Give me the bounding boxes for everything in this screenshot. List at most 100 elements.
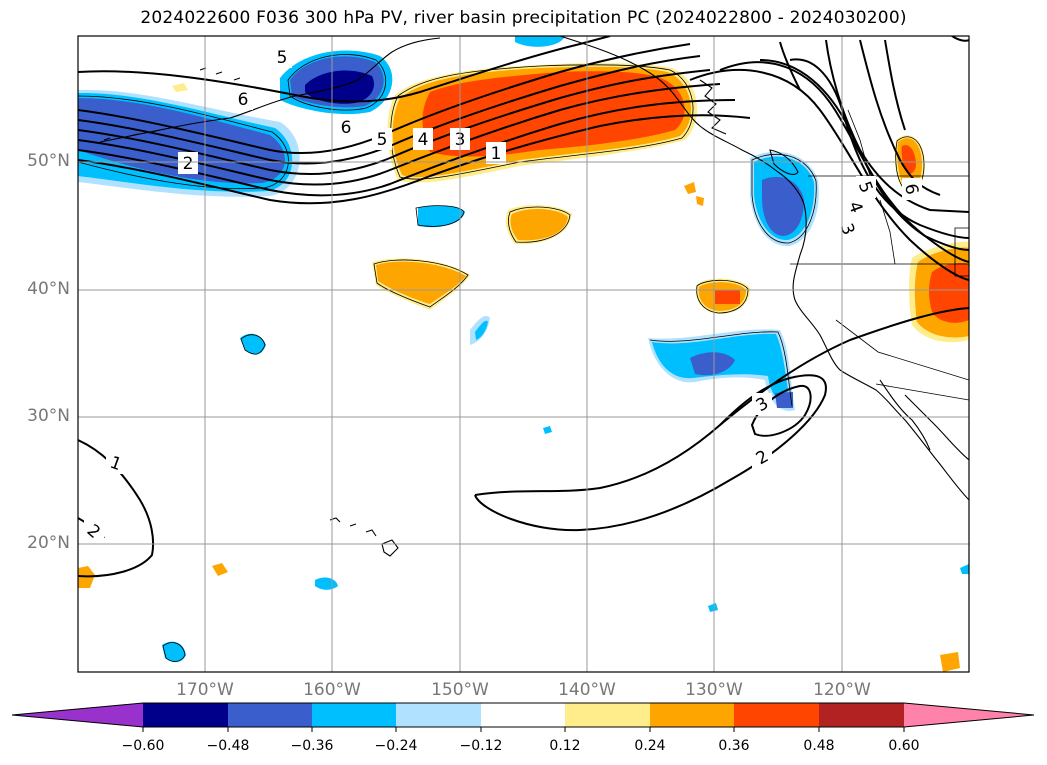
anomaly-orange (696, 196, 704, 206)
lon-label-130w: 130°W (685, 680, 743, 700)
lat-label-30n: 30°N (27, 406, 70, 426)
pv-contour (884, 39, 906, 131)
map-frame (77, 35, 970, 673)
colorbar-segment (143, 703, 228, 727)
contour-label: 5 (377, 130, 388, 150)
colorbar-segment (396, 703, 481, 727)
us-state-line-2 (835, 319, 969, 381)
us-state-line-4 (879, 199, 896, 265)
anomaly-orange (940, 652, 960, 672)
lat-label-50n: 50°N (27, 151, 70, 171)
colorbar-tick-label: 0.36 (718, 738, 750, 754)
anomaly-blue (418, 205, 465, 228)
lon-label-160w: 160°W (303, 680, 361, 700)
colorbar-tick-label: −0.60 (121, 738, 165, 754)
colorbar-tick-label: −0.48 (206, 738, 250, 754)
anomaly-light-yellow (172, 83, 188, 92)
anomaly-blue (162, 641, 186, 663)
anomaly-blue (475, 320, 488, 340)
us-mexico-border (875, 383, 969, 401)
lat-label-40n: 40°N (27, 279, 70, 299)
anomaly-blue (515, 36, 565, 47)
label-background (272, 46, 292, 68)
lon-label-170w: 170°W (176, 680, 234, 700)
label-background (413, 128, 433, 150)
graticule (78, 36, 969, 672)
colorbar-tick-label: 0.24 (634, 738, 666, 754)
pv-contour (78, 99, 736, 197)
label-background (752, 446, 772, 468)
mexico-coast (904, 394, 969, 461)
north-american-west-coast (777, 171, 969, 501)
colorbar-segment (312, 703, 397, 727)
label-background (838, 218, 858, 240)
lon-label-150w: 150°W (431, 680, 489, 700)
anomaly-orange (510, 208, 568, 241)
anomaly-orange (376, 261, 466, 304)
colorbar-segment (819, 703, 904, 727)
hawaiian-islands (329, 517, 399, 557)
pv-contour (779, 41, 801, 91)
contour-label: 6 (238, 90, 249, 110)
pv-contour-labels: 5 6 6 2 5 4 3 1 5 4 3 6 1 3 2 2 (83, 46, 922, 543)
anomaly-medium-blue (762, 176, 804, 236)
anomaly-dark-navy (305, 70, 375, 104)
colorbar-tick-label: 0.48 (803, 738, 835, 754)
aleutian-islands (103, 67, 241, 141)
colorbar-segment (481, 703, 566, 727)
anomaly-red-orange (715, 290, 740, 304)
label-background (486, 142, 506, 164)
colorbar-tick-label: −0.12 (459, 738, 503, 754)
colorbar-tick-label: 0.12 (549, 738, 581, 754)
label-background (106, 452, 126, 474)
anomaly-blue (960, 564, 969, 574)
pv-contour (825, 39, 969, 213)
us-state-line-5 (954, 227, 969, 277)
anomaly-blue (543, 426, 552, 434)
anomaly-red-orange (901, 145, 916, 174)
map-content: 5 6 6 2 5 4 3 1 5 4 3 6 1 3 2 2 (78, 36, 969, 672)
vancouver-island (769, 149, 799, 175)
anomaly-orange (212, 563, 228, 576)
colorbar-max-extension (904, 703, 1034, 727)
anomaly-orange (684, 182, 696, 194)
contour-label: 6 (341, 118, 352, 138)
anomaly-medium-blue (690, 352, 735, 376)
pv-contour (689, 69, 969, 281)
pv-contour (78, 114, 751, 205)
pv-contour (78, 83, 721, 186)
label-background (178, 152, 198, 174)
pv-contour (78, 36, 611, 103)
label-background (752, 393, 772, 415)
alaska-peninsula-coast (99, 37, 441, 143)
pv-contour (78, 69, 711, 175)
anomaly-red-orange (929, 262, 969, 323)
label-background (84, 520, 104, 542)
contour-label: 2 (183, 154, 194, 174)
pv-contour (951, 36, 969, 42)
colorbar-tick-label: −0.24 (374, 738, 418, 754)
colorbar-tick-label: −0.36 (290, 738, 334, 754)
lat-label-20n: 20°N (27, 533, 70, 553)
colorbar (11, 702, 1035, 732)
colorbar-segment (228, 703, 313, 727)
contour-label: 4 (418, 130, 429, 150)
baja-california-coast (879, 379, 931, 451)
colorbar-segment (565, 703, 650, 727)
contour-label: 5 (277, 48, 288, 68)
anomaly-blue (240, 333, 266, 355)
colorbar-tick-label: 0.60 (888, 738, 920, 754)
contour-label: 1 (491, 144, 502, 164)
anomaly-blue (708, 603, 718, 612)
colorbar-min-extension (12, 703, 143, 727)
colorbar-tick-marks (142, 727, 905, 732)
anomaly-red-orange (422, 71, 685, 157)
map-title: 2024022600 F036 300 hPa PV, river basin … (140, 8, 907, 28)
pv-contour (719, 61, 969, 263)
label-background (372, 128, 392, 150)
label-background (336, 116, 356, 138)
lon-label-120w: 120°W (813, 680, 871, 700)
lon-label-140w: 140°W (558, 680, 616, 700)
label-background (846, 196, 866, 218)
